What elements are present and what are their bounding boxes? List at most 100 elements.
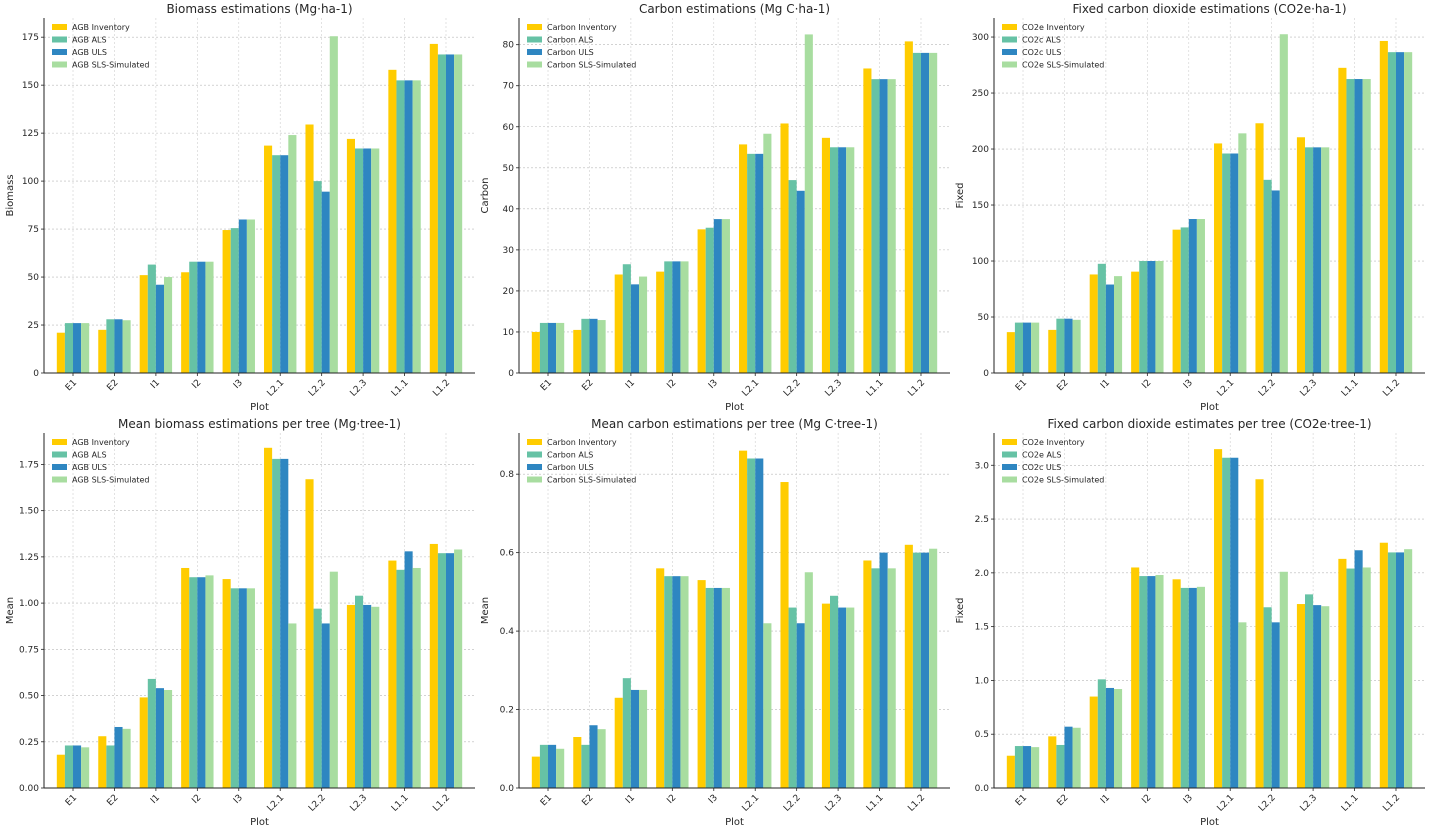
x-tick-label: I1	[624, 378, 637, 391]
y-tick-label: 0.00	[19, 784, 39, 794]
bar	[1255, 479, 1264, 788]
bar	[363, 604, 372, 788]
bar	[630, 689, 639, 788]
y-tick-label: 60	[503, 123, 515, 133]
x-tick-label: L2.1	[741, 793, 762, 814]
bar	[1214, 143, 1223, 373]
bar	[429, 543, 438, 788]
bar	[705, 227, 714, 373]
bar	[305, 479, 314, 788]
bar	[1155, 261, 1164, 373]
chart-title: Fixed carbon dioxide estimates per tree …	[1047, 417, 1371, 431]
y-tick-label: 20	[503, 287, 515, 297]
y-tick-label: 0	[508, 369, 514, 379]
x-tick-label: L1.1	[1340, 378, 1361, 399]
y-tick-label: 0.0	[500, 784, 515, 794]
y-tick-label: 30	[503, 246, 515, 256]
x-tick-label: L2.2	[1257, 793, 1278, 814]
legend-entry: AGB Inventory	[72, 23, 130, 32]
bar	[363, 148, 372, 373]
bar	[1147, 576, 1156, 788]
bar	[181, 272, 190, 373]
bar	[445, 553, 455, 788]
legend-entry: Carbon ULS	[547, 463, 594, 472]
x-tick-label: L1.2	[906, 793, 927, 814]
bar	[1404, 52, 1413, 373]
bar	[1196, 586, 1205, 788]
bar	[871, 568, 880, 788]
bar	[763, 133, 772, 373]
legend: CO2e Inventory CO2e ALS CO2c ULS CO2e SLS-S…	[1002, 438, 1104, 485]
y-tick-label: 200	[972, 145, 989, 155]
x-tick-label: I3	[232, 793, 245, 806]
bar	[780, 123, 789, 373]
bar	[189, 261, 198, 373]
bar	[238, 588, 247, 788]
bar	[804, 572, 813, 788]
bar	[404, 551, 413, 788]
series-1	[531, 450, 913, 788]
bar	[1238, 133, 1247, 373]
bar	[680, 576, 689, 788]
y-tick-label: 2.5	[975, 515, 989, 525]
bar	[1072, 319, 1081, 373]
x-axis-label: Plot	[250, 402, 269, 413]
bar	[1214, 449, 1223, 788]
bar	[1056, 744, 1065, 788]
bar	[1089, 696, 1098, 788]
x-tick-label: I1	[149, 378, 162, 391]
series-4	[1031, 34, 1413, 374]
bar	[1305, 147, 1314, 373]
bar	[81, 323, 90, 373]
y-tick-label: 0.50	[19, 692, 39, 702]
bar	[1048, 329, 1057, 373]
bar	[1105, 284, 1114, 373]
legend-entry: Carbon SLS-Simulated	[547, 61, 636, 70]
bar	[73, 323, 82, 373]
bar	[454, 549, 463, 788]
bar	[556, 748, 565, 788]
chart-panel-1: 0 25 50 75 100 125 150 175 E1 E2 I1 I2 I3 L2.1 L2.2 L2.…	[5, 2, 475, 413]
bar	[721, 587, 730, 788]
bar	[355, 595, 364, 788]
bar	[1139, 576, 1148, 788]
bar	[1296, 137, 1306, 373]
legend: Carbon Inventory Carbon ALS Carbon ULS Carb…	[527, 23, 636, 70]
y-tick-label: 1.0	[975, 676, 990, 686]
x-tick-label: I2	[1140, 378, 1153, 391]
y-tick-label: 1.00	[19, 599, 39, 609]
legend-swatch	[1002, 464, 1017, 470]
x-tick-label: E1	[539, 793, 554, 808]
legend-swatch	[527, 476, 542, 483]
series-1	[1006, 449, 1388, 788]
bar	[1395, 52, 1405, 373]
bar	[863, 68, 872, 373]
y-tick-label: 50	[503, 164, 515, 174]
y-axis-label: Mean	[5, 597, 16, 624]
bar	[429, 43, 438, 374]
x-tick-label: L1.1	[390, 378, 411, 399]
bar	[98, 736, 107, 788]
bar	[222, 579, 231, 788]
legend-swatch	[527, 24, 542, 30]
x-tick-label: I2	[665, 793, 678, 806]
bar	[346, 604, 356, 788]
bar	[747, 153, 756, 373]
legend-entry: CO2e Inventory	[1022, 23, 1085, 32]
x-tick-label: I3	[1182, 793, 1195, 806]
bar	[1048, 736, 1057, 788]
y-tick-label: 175	[22, 33, 39, 43]
bar	[388, 69, 397, 373]
y-tick-label: 0.4	[500, 627, 515, 637]
bar	[1131, 567, 1140, 788]
y-tick-label: 250	[972, 89, 989, 99]
x-tick-label: L2.1	[1216, 793, 1237, 814]
bar	[581, 318, 590, 373]
legend-swatch	[52, 24, 67, 30]
bar	[548, 744, 557, 788]
series-3	[73, 458, 455, 788]
x-tick-label: I3	[707, 378, 720, 391]
bar	[1230, 457, 1239, 788]
y-axis-label: Mean	[480, 597, 491, 624]
